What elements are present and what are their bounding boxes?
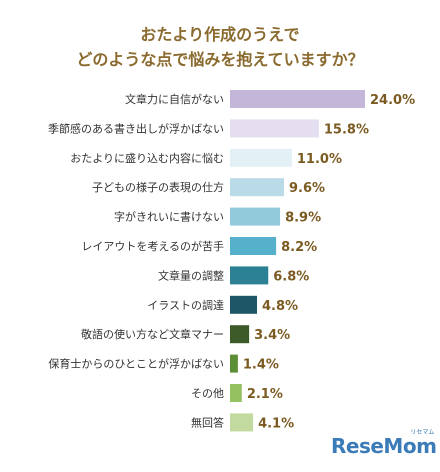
category-label: その他 <box>191 387 224 400</box>
logo-small-text: リセマム <box>410 429 435 436</box>
category-label: 文章力に自信がない <box>125 92 224 106</box>
chart-title-line-2: どのような点で悩みを抱えていますか？ <box>76 50 364 69</box>
category-label: 文章量の調整 <box>158 268 224 282</box>
value-label: 4.1% <box>258 416 294 431</box>
category-label: 字がきれいに書けない <box>114 210 224 224</box>
bar <box>230 295 257 314</box>
chart-title: おたより作成のうえで どのような点で悩みを抱えていますか？ <box>0 22 440 72</box>
value-label: 1.4% <box>243 358 279 373</box>
bar <box>230 90 365 108</box>
category-label: 季節感のある書き出しが浮かばない <box>48 121 224 135</box>
chart-title-line-1: おたより作成のうえで <box>140 25 300 44</box>
category-label: レイアウトを考えるのが苦手 <box>81 239 224 253</box>
logo-text: ReseMom <box>331 434 437 458</box>
value-label: 2.1% <box>247 387 283 402</box>
bar <box>230 266 269 285</box>
category-label: 敬語の使い方など文章マナー <box>81 327 224 341</box>
bar <box>230 178 284 197</box>
value-label: 24.0% <box>370 93 415 108</box>
bar <box>230 384 242 402</box>
category-label: イラストの調達 <box>147 298 224 312</box>
value-label: 6.8% <box>273 269 309 284</box>
value-label: 9.6% <box>289 181 325 196</box>
bar <box>230 325 250 344</box>
bar <box>230 354 238 373</box>
value-label: 8.9% <box>285 211 321 226</box>
bar <box>230 237 277 255</box>
value-label: 8.2% <box>281 240 317 255</box>
bar <box>230 207 281 226</box>
bar <box>230 148 292 167</box>
category-label: 子どもの様子の表現の仕方 <box>92 180 224 194</box>
category-label: 無回答 <box>191 415 224 429</box>
value-label: 11.0% <box>297 152 342 167</box>
category-label: おたよりに盛り込む内容に悩む <box>70 151 224 165</box>
value-label: 3.4% <box>254 328 290 343</box>
bar <box>230 119 319 138</box>
category-label: 保育士からのひとことが浮かばない <box>48 357 224 371</box>
value-label: 4.8% <box>262 299 298 314</box>
resemom-logo: ReseMom リセマム <box>331 429 437 458</box>
bar <box>230 413 254 432</box>
value-label: 15.8% <box>324 122 369 137</box>
